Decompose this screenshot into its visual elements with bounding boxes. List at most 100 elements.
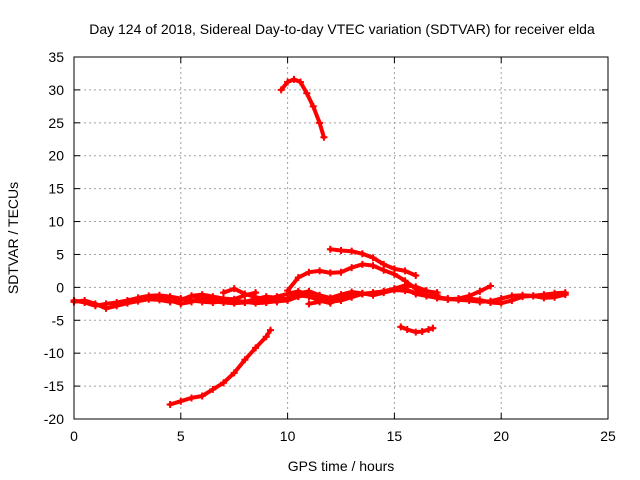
data-point <box>348 247 356 255</box>
data-point <box>369 289 377 297</box>
data-point <box>294 287 302 295</box>
data-point <box>497 299 505 307</box>
data-point <box>267 326 275 334</box>
data-point <box>309 102 317 110</box>
data-point <box>369 254 377 262</box>
data-point <box>433 289 441 297</box>
data-point <box>177 300 185 308</box>
data-point <box>397 323 405 331</box>
data-point <box>277 86 285 94</box>
data-point <box>412 272 420 280</box>
data-point <box>401 285 409 293</box>
data-point <box>209 297 217 305</box>
data-point <box>540 294 548 302</box>
y-tick-label: 20 <box>48 148 64 164</box>
series-arc-12 <box>166 326 275 409</box>
y-tick-label: 0 <box>56 279 64 295</box>
series-arc-11 <box>277 75 328 141</box>
data-series <box>70 75 569 409</box>
data-point <box>290 75 298 83</box>
series-line <box>168 328 273 407</box>
data-point <box>305 291 313 299</box>
grid <box>74 57 608 419</box>
data-point <box>390 265 398 273</box>
x-axis-label: GPS time / hours <box>288 458 395 474</box>
data-point <box>294 273 302 281</box>
data-point <box>145 294 153 302</box>
data-point <box>91 300 99 308</box>
y-tick-label: 15 <box>48 181 64 197</box>
axis-ticks: 0 5 10 15 20 25 -20 -15 -10 -5 0 5 10 15 20 25 30 35 <box>44 49 616 444</box>
y-tick-label: 35 <box>48 49 64 65</box>
data-point <box>220 379 228 387</box>
data-point <box>326 295 334 303</box>
data-point <box>380 260 388 268</box>
data-point <box>380 266 388 274</box>
data-point <box>412 328 420 336</box>
data-point <box>296 78 304 86</box>
data-point <box>187 292 195 300</box>
data-point <box>454 295 462 303</box>
data-point <box>487 282 495 290</box>
data-point <box>166 297 174 305</box>
data-point <box>476 287 484 295</box>
data-point <box>390 286 398 294</box>
y-tick-label: 30 <box>48 82 64 98</box>
series-arc-13 <box>397 323 437 336</box>
data-point <box>316 267 324 275</box>
data-point <box>358 290 366 298</box>
x-tick-label: 25 <box>600 428 616 444</box>
data-point <box>262 333 270 341</box>
x-tick-label: 5 <box>177 428 185 444</box>
data-point <box>177 397 185 405</box>
data-point <box>429 324 437 332</box>
y-tick-label: 5 <box>56 246 64 262</box>
data-point <box>551 293 559 301</box>
data-point <box>198 392 206 400</box>
y-tick-label: -5 <box>52 312 65 328</box>
data-point <box>230 285 238 293</box>
data-point <box>209 385 217 393</box>
y-tick-label: 25 <box>48 115 64 131</box>
data-point <box>230 369 238 377</box>
series-arc-10 <box>326 245 420 280</box>
data-point <box>412 285 420 293</box>
data-point <box>337 268 345 276</box>
y-axis-label: SDTVAR / TECUs <box>5 182 21 294</box>
data-point <box>358 260 366 268</box>
data-point <box>252 293 260 301</box>
data-point <box>561 291 569 299</box>
data-point <box>358 250 366 258</box>
data-point <box>284 287 292 295</box>
data-point <box>81 297 89 305</box>
data-point <box>273 293 281 301</box>
data-point <box>198 295 206 303</box>
data-point <box>348 291 356 299</box>
data-point <box>425 325 433 333</box>
data-point <box>303 89 311 97</box>
y-tick-label: -10 <box>44 345 64 361</box>
data-point <box>155 293 163 301</box>
data-point <box>401 277 409 285</box>
data-point <box>337 247 345 255</box>
x-tick-label: 20 <box>493 428 509 444</box>
chart-title: Day 124 of 2018, Sidereal Day-to-day VTE… <box>89 21 595 37</box>
data-point <box>369 262 377 270</box>
x-tick-label: 10 <box>280 428 296 444</box>
data-point <box>422 287 430 295</box>
x-tick-label: 15 <box>387 428 403 444</box>
data-point <box>320 133 328 141</box>
data-point <box>220 299 228 307</box>
data-point <box>187 394 195 402</box>
data-point <box>444 295 452 303</box>
data-point <box>305 268 313 276</box>
data-point <box>230 299 238 307</box>
data-point <box>123 298 131 306</box>
data-point <box>465 295 473 303</box>
data-point <box>326 245 334 253</box>
x-tick-label: 0 <box>70 428 78 444</box>
data-point <box>487 299 495 307</box>
data-point <box>166 401 174 409</box>
data-point <box>262 295 270 303</box>
data-point <box>284 78 292 86</box>
